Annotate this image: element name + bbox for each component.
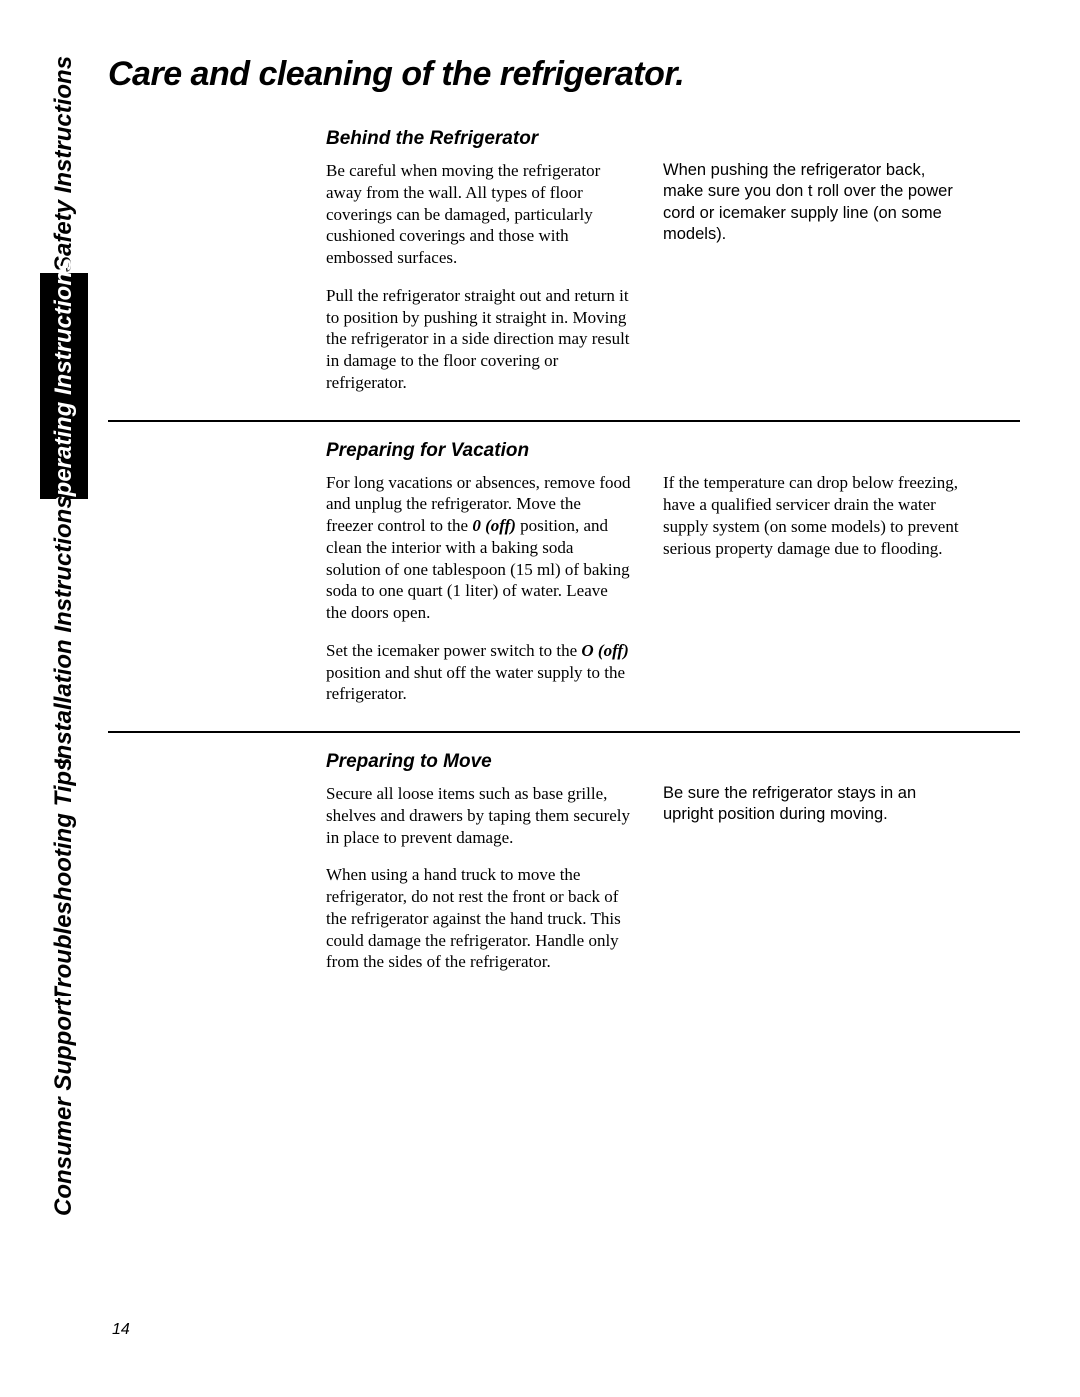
page-title: Care and cleaning of the refrigerator. (108, 55, 1020, 94)
page-number: 14 (112, 1321, 130, 1339)
body-paragraph: When pushing the refrigerator back, make… (663, 160, 968, 246)
left-column: Be careful when moving the refrigerator … (326, 160, 631, 394)
section: Preparing to Move Secure all loose items … (108, 731, 1020, 999)
body-paragraph: If the temperature can drop below freezi… (663, 472, 968, 560)
section-heading: Behind the Refrigerator (326, 128, 1020, 150)
section: Behind the Refrigerator Be careful when m… (108, 128, 1020, 420)
side-tabs: Safety InstructionsOperating Instruction… (40, 55, 88, 1230)
right-column: Be sure the refrigerator stays in an upr… (663, 783, 968, 973)
side-tab: Consumer Support (40, 996, 88, 1218)
section-columns: Be careful when moving the refrigerator … (326, 160, 1020, 394)
manual-page: Safety InstructionsOperating Instruction… (0, 0, 1080, 1397)
body-paragraph: Pull the refrigerator straight out and r… (326, 285, 631, 394)
left-column: Secure all loose items such as base gril… (326, 783, 631, 973)
left-column: For long vacations or absences, remove f… (326, 472, 631, 706)
body-paragraph: Secure all loose items such as base gril… (326, 783, 631, 848)
side-tab: Operating Instructions (40, 273, 88, 499)
body-paragraph: For long vacations or absences, remove f… (326, 472, 631, 624)
body-paragraph: Be sure the refrigerator stays in an upr… (663, 783, 968, 826)
side-tab: Troubleshooting Tips (40, 763, 88, 996)
right-column: When pushing the refrigerator back, make… (663, 160, 968, 394)
section-columns: For long vacations or absences, remove f… (326, 472, 1020, 706)
body-paragraph: When using a hand truck to move the refr… (326, 864, 631, 973)
side-tab: Safety Instructions (40, 55, 88, 273)
body-paragraph: Be careful when moving the refrigerator … (326, 160, 631, 269)
section-heading: Preparing to Move (326, 751, 1020, 773)
section: Preparing for Vacation For long vacations… (108, 420, 1020, 732)
section-heading: Preparing for Vacation (326, 440, 1020, 462)
sections-container: Behind the Refrigerator Be careful when m… (108, 128, 1020, 999)
page-content: Care and cleaning of the refrigerator. B… (108, 55, 1020, 999)
side-tab: Installation Instructions (40, 499, 88, 763)
body-paragraph: Set the icemaker power switch to the O (… (326, 640, 631, 705)
right-column: If the temperature can drop below freezi… (663, 472, 968, 706)
section-columns: Secure all loose items such as base gril… (326, 783, 1020, 973)
